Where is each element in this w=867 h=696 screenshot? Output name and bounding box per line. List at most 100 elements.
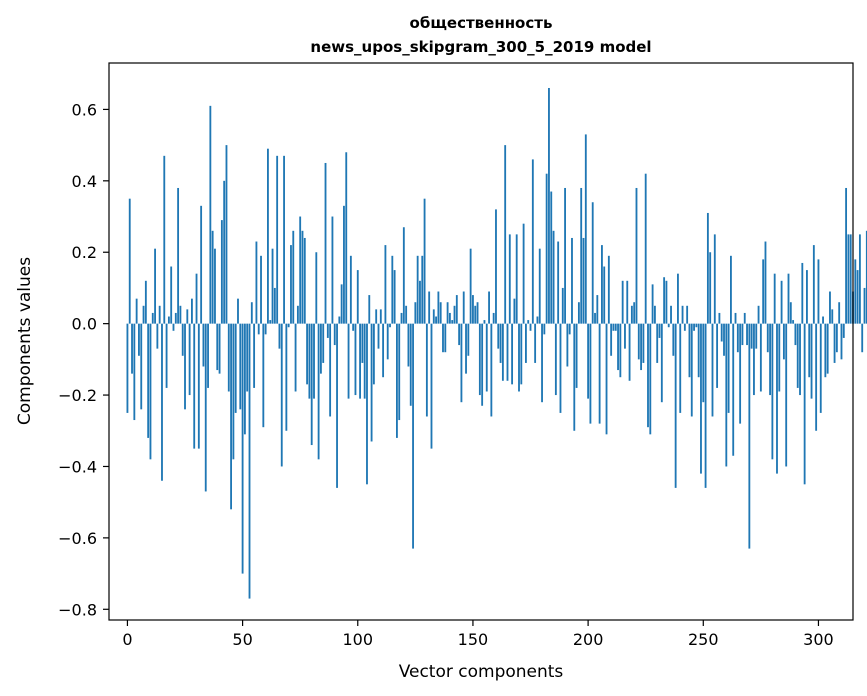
bar [306,323,309,385]
bar [501,323,504,381]
bar [522,223,525,324]
bar [147,323,150,438]
bar [186,309,189,324]
bar [506,323,509,381]
bar [495,209,497,324]
bar [239,323,242,410]
bar [255,241,258,324]
bar [538,248,541,324]
bar [554,323,557,396]
bar [642,323,645,363]
bar [518,323,520,392]
bar [448,312,451,324]
bar [227,323,230,392]
bar [829,291,831,324]
chart-title-line-2: news_upos_skipgram_300_5_2019 model [310,38,651,56]
bar [423,198,426,324]
bar [287,323,290,328]
bar [329,323,332,417]
bar [527,320,530,324]
bar [430,323,433,449]
bar [665,280,668,324]
bar [398,323,401,421]
bar [458,323,461,346]
bar [278,323,281,349]
bar [144,280,147,324]
bar [856,270,859,324]
bar [628,323,631,381]
bar [393,270,396,324]
bar [276,155,279,324]
bar [126,323,129,413]
bar [250,302,253,324]
bar [614,323,617,331]
bar [349,255,352,324]
bar [246,323,249,392]
bar [163,155,166,324]
bar [792,320,795,324]
bar [200,205,203,324]
bar [267,148,269,324]
bar [299,216,302,324]
bar [695,323,698,328]
bar [651,284,654,324]
x-tick-label: 150 [458,630,489,649]
bar [835,323,838,353]
bar [686,305,689,324]
bar [674,323,677,488]
bar [525,323,527,363]
bar [133,323,136,421]
bar [755,323,758,349]
bar [778,323,781,392]
bar [594,312,596,324]
bar [161,323,163,481]
bar [151,312,154,324]
bar [296,305,299,324]
bar [780,280,783,324]
bar [490,323,493,417]
y-tick-label: −0.2 [58,386,97,405]
bar [416,255,419,324]
y-axis-label: Components values [15,257,35,425]
bar [202,323,205,367]
bar [292,230,295,324]
bar [667,323,670,328]
bar [508,234,511,324]
bar [290,245,292,324]
bar [446,302,449,324]
bar [472,295,474,324]
bar [453,305,456,324]
bar [753,323,755,396]
bar [677,273,679,324]
bar [529,323,532,331]
bar [313,323,315,399]
bar [624,323,626,349]
bar [739,323,742,424]
bar [317,323,320,460]
bar [156,323,159,349]
bar [273,287,276,324]
bar [819,323,822,413]
bar [326,323,329,338]
x-tick-label: 0 [122,630,132,649]
y-axis: −0.8 −0.6 −0.4 −0.2 0.0 0.2 0.4 0.6 [58,100,109,619]
chart-title: общественность news_upos_skipgram_300_5_… [310,14,651,56]
y-tick-label: 0.0 [72,315,97,334]
bar [670,305,672,324]
bar [833,323,836,363]
bar [822,316,824,324]
bar [483,320,486,324]
bar [322,323,325,363]
y-tick-label: −0.4 [58,457,97,476]
bar [511,323,514,385]
bar [773,273,776,324]
bar [368,295,371,324]
bar [241,323,244,574]
y-tick-label: 0.6 [72,100,97,119]
bar [601,245,603,324]
bar [253,323,256,388]
bar [234,323,237,413]
bar [709,252,712,324]
bar [545,173,548,324]
